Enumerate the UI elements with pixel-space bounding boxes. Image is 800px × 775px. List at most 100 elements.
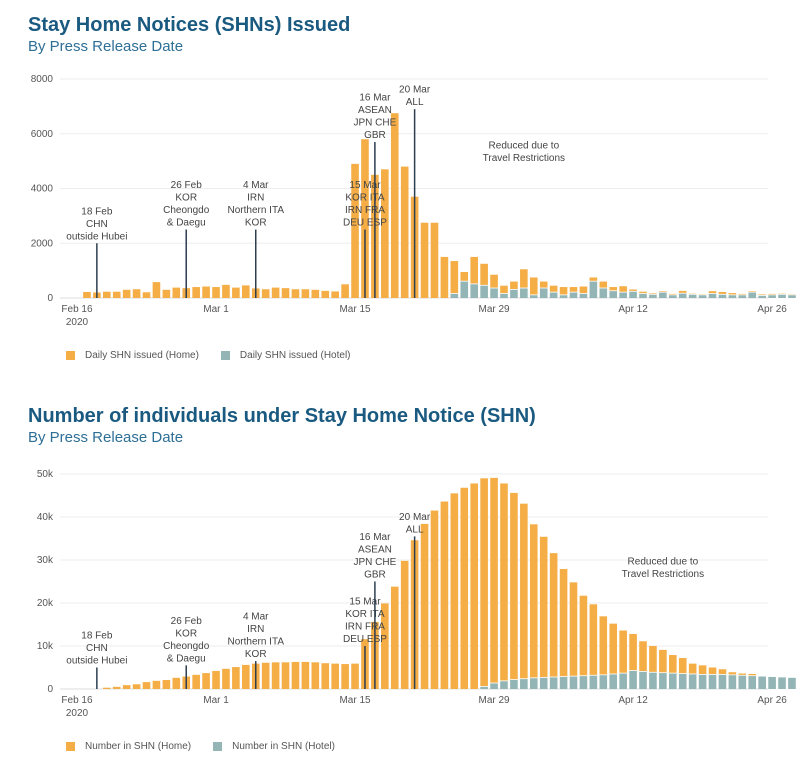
event-annotation: DEU ESP	[343, 218, 387, 229]
event-annotation: KOR	[245, 649, 267, 660]
bar-home	[619, 286, 627, 292]
bar-home	[539, 536, 548, 678]
bar-hotel	[579, 676, 588, 689]
bar-home	[748, 291, 757, 292]
bar-home	[609, 623, 618, 674]
bar-home	[559, 287, 568, 295]
legend-label-home: Number in SHN (Home)	[85, 741, 192, 752]
bar-home	[420, 222, 429, 298]
bar-home	[261, 662, 270, 689]
event-annotation: JPN CHE	[354, 117, 397, 128]
event-annotation: ALL	[406, 97, 424, 108]
bar-home	[430, 222, 439, 298]
legend-swatch-hotel	[220, 351, 230, 360]
bar-home	[212, 287, 220, 298]
bar-home	[688, 663, 697, 674]
bar-hotel	[678, 293, 687, 298]
bar-home	[649, 646, 657, 672]
bar-home	[708, 667, 717, 675]
bar-home	[83, 291, 91, 298]
bar-home	[510, 492, 518, 680]
y-tick-label: 40k	[37, 512, 54, 523]
bar-home	[132, 684, 141, 689]
bar-home	[440, 501, 449, 689]
y-tick-label: 0	[47, 684, 53, 695]
event-annotation: 20 Mar	[399, 85, 431, 96]
event-annotation: outside Hubei	[66, 231, 127, 242]
bar-home	[500, 483, 508, 681]
bar-home	[122, 289, 131, 298]
bar-home	[242, 664, 250, 689]
bar-home	[629, 633, 637, 671]
bar-home	[609, 287, 618, 291]
bar-home	[291, 661, 300, 689]
bar-hotel	[738, 675, 747, 689]
chart1-legend: Daily SHN issued (Home) Daily SHN issued…	[66, 350, 365, 361]
bar-hotel	[490, 683, 498, 689]
event-annotation: GBR	[364, 130, 386, 141]
bar-home	[430, 510, 439, 689]
legend-swatch-home	[66, 742, 75, 751]
legend-label-hotel: Number in SHN (Hotel)	[232, 741, 335, 752]
bar-home	[341, 664, 349, 689]
chart2-legend: Number in SHN (Home) Number in SHN (Hote…	[66, 741, 349, 752]
legend-label-hotel: Daily SHN issued (Hotel)	[239, 350, 351, 361]
event-annotation: Travel Restrictions	[483, 153, 565, 164]
bar-hotel	[539, 288, 548, 298]
bar-hotel	[589, 281, 598, 298]
bar-home	[718, 669, 727, 675]
legend-item-home[interactable]: Daily SHN issued (Home)	[66, 350, 199, 361]
y-tick-label: 20k	[37, 598, 54, 609]
bar-home	[212, 670, 220, 689]
bar-home	[281, 662, 290, 689]
bar-home	[569, 287, 578, 292]
bar-home	[291, 289, 300, 298]
bar-home	[520, 269, 528, 288]
event-annotation: outside Hubei	[66, 656, 127, 667]
bar-home	[271, 662, 280, 689]
chart2-plot: 0 10k 20k 30k 40k 50k Feb 16 2020 Mar 1 Mar 15 Mar…	[37, 469, 796, 719]
bar-home	[261, 289, 270, 298]
event-annotation: Reduced due to	[489, 141, 560, 152]
bar-hotel	[549, 677, 558, 689]
x-tick-label: Apr 26	[757, 304, 787, 315]
bar-home	[331, 663, 339, 689]
bar-hotel	[619, 292, 627, 298]
legend-item-hotel[interactable]: Daily SHN issued (Hotel)	[220, 350, 351, 361]
bar-home	[480, 478, 488, 687]
x-tick-label: Mar 1	[203, 695, 229, 706]
bar-hotel	[559, 676, 568, 689]
bar-hotel	[698, 295, 707, 298]
bar-home	[162, 679, 171, 689]
bar-hotel	[649, 294, 657, 298]
bar-home	[579, 286, 588, 294]
bar-hotel	[698, 674, 707, 689]
y-tick-label: 6000	[31, 129, 54, 140]
bar-hotel	[708, 293, 717, 298]
event-annotation: Northern ITA	[227, 637, 284, 648]
bar-home	[321, 663, 330, 689]
event-annotation: KOR	[245, 218, 267, 229]
bar-home	[559, 569, 568, 677]
legend-swatch-hotel	[213, 742, 223, 751]
bar-home	[698, 665, 707, 675]
event-annotation: CHN	[86, 643, 108, 654]
legend-item-hotel[interactable]: Number in SHN (Hotel)	[213, 741, 335, 752]
bar-hotel	[589, 675, 598, 689]
bar-hotel	[669, 295, 677, 298]
bar-home	[192, 674, 200, 689]
event-annotation: ALL	[406, 524, 424, 535]
bar-hotel	[748, 292, 757, 298]
bar-hotel	[579, 293, 588, 298]
legend-item-home[interactable]: Number in SHN (Home)	[66, 741, 191, 752]
bar-home	[142, 292, 151, 298]
bar-hotel	[778, 677, 786, 689]
event-annotation: 15 Mar	[349, 180, 381, 191]
bar-hotel	[539, 677, 548, 689]
chart1-title: Stay Home Notices (SHNs) Issued	[28, 14, 351, 36]
bar-hotel	[718, 674, 727, 689]
y-tick-label: 0	[47, 293, 53, 304]
y-tick-label: 50k	[37, 469, 54, 480]
bar-home	[470, 256, 478, 284]
bar-hotel	[629, 291, 637, 298]
